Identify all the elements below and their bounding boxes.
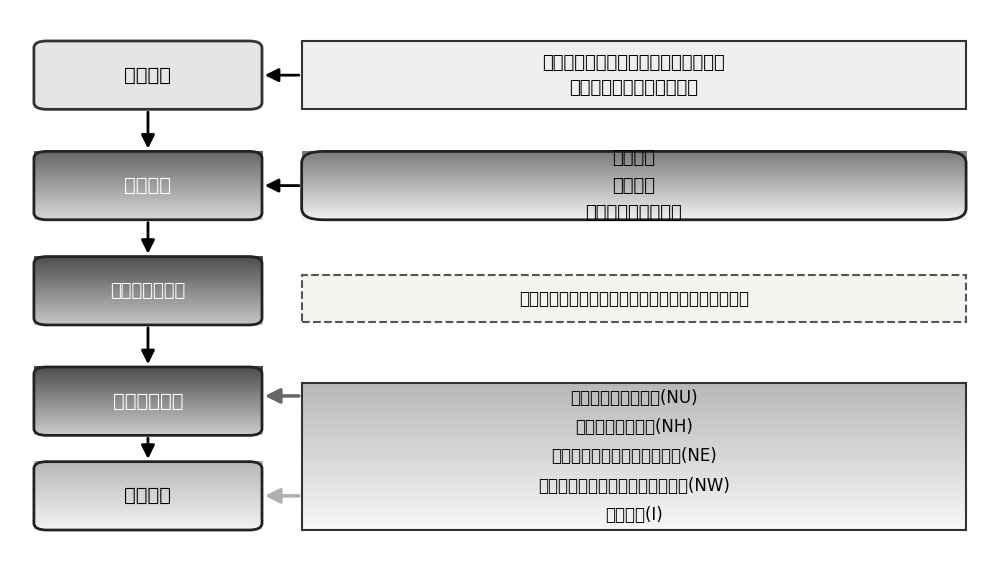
Text: 数据挖掘: 数据挖掘 [124,176,171,195]
Text: 联防联控方案: 联防联控方案 [113,392,183,411]
Text: 评估结果: 评估结果 [124,486,171,505]
Text: 子区域间关联性: 子区域间关联性 [110,282,186,300]
Bar [302,41,966,109]
Text: 随季节、污染水平及联防联控等级而变的关联性阈值: 随季节、污染水平及联防联控等级而变的关联性阈值 [519,289,749,308]
FancyBboxPatch shape [34,41,262,109]
Bar [302,275,966,322]
Bar [302,383,966,530]
Text: 统计分析
聚类分析
复杂网络关联模型等: 统计分析 聚类分析 复杂网络关联模型等 [586,149,682,222]
Text: 输入数据: 输入数据 [124,66,171,85]
Text: 标准化的紧迫度指标(NU)
标准化的健康指标(NH)
标准化的污染物控制弹性指标(NE)
标准化的对整个区域影响程度指标(NW)
综合指标(I): 标准化的紧迫度指标(NU) 标准化的健康指标(NH) 标准化的污染物控制弹性指标… [538,389,730,524]
Text: 选定区域并获得该区域下的各子区域的
各污染物浓度、人口、面积: 选定区域并获得该区域下的各子区域的 各污染物浓度、人口、面积 [542,54,725,96]
